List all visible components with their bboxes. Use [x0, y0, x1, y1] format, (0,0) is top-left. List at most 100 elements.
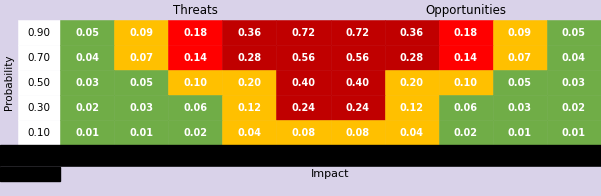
Text: 0.01: 0.01 — [75, 128, 99, 138]
Text: 0.40: 0.40 — [346, 77, 370, 87]
Text: 0.36: 0.36 — [237, 27, 261, 37]
Text: 0.02: 0.02 — [454, 128, 478, 138]
Text: 0.18: 0.18 — [454, 27, 478, 37]
Bar — [0, 167, 601, 181]
Bar — [331, 20, 385, 45]
Text: 0.28: 0.28 — [237, 53, 261, 63]
Text: 0.04: 0.04 — [562, 53, 586, 63]
Text: 0.05: 0.05 — [129, 77, 153, 87]
Bar — [222, 95, 276, 120]
Text: 0.09: 0.09 — [508, 27, 532, 37]
Bar — [331, 45, 385, 70]
Bar — [276, 120, 331, 145]
Bar — [385, 20, 439, 45]
Text: 0.01: 0.01 — [508, 128, 532, 138]
Text: 0.03: 0.03 — [508, 103, 532, 113]
Text: 0.30: 0.30 — [28, 103, 50, 113]
Text: 0.07: 0.07 — [129, 53, 153, 63]
Text: 0.06: 0.06 — [454, 103, 478, 113]
Text: 0.02: 0.02 — [562, 103, 586, 113]
Text: 0.09: 0.09 — [129, 27, 153, 37]
Text: 0.70: 0.70 — [28, 53, 50, 63]
Bar — [168, 120, 222, 145]
Text: 0.72: 0.72 — [346, 27, 370, 37]
Bar — [493, 120, 547, 145]
Bar — [60, 0, 601, 20]
Text: 0.02: 0.02 — [75, 103, 99, 113]
Bar — [168, 45, 222, 70]
Text: 0.12: 0.12 — [400, 103, 424, 113]
Bar — [276, 45, 331, 70]
Bar — [493, 45, 547, 70]
Bar — [114, 20, 168, 45]
Bar — [493, 20, 547, 45]
Bar — [331, 120, 385, 145]
Bar — [168, 20, 222, 45]
Text: 0.05: 0.05 — [508, 77, 532, 87]
Bar — [547, 20, 601, 45]
Bar — [547, 95, 601, 120]
Bar — [385, 95, 439, 120]
Bar — [18, 95, 60, 120]
Bar — [385, 120, 439, 145]
Text: 0.18: 0.18 — [183, 27, 207, 37]
Text: 0.56: 0.56 — [346, 53, 370, 63]
Bar — [18, 20, 60, 45]
Text: 0.20: 0.20 — [237, 77, 261, 87]
Text: 0.24: 0.24 — [291, 103, 316, 113]
Bar — [385, 45, 439, 70]
Bar — [222, 70, 276, 95]
Text: 0.10: 0.10 — [183, 77, 207, 87]
Text: 0.14: 0.14 — [454, 53, 478, 63]
Bar — [60, 70, 114, 95]
Text: 0.01: 0.01 — [562, 128, 586, 138]
Bar — [60, 45, 114, 70]
Bar — [493, 70, 547, 95]
Text: 0.50: 0.50 — [28, 77, 50, 87]
Text: 0.03: 0.03 — [562, 77, 586, 87]
Bar — [276, 20, 331, 45]
Text: 0.36: 0.36 — [400, 27, 424, 37]
Text: 0.05: 0.05 — [562, 27, 586, 37]
Bar — [439, 70, 493, 95]
Bar — [18, 70, 60, 95]
Bar — [114, 45, 168, 70]
Text: 0.90: 0.90 — [28, 27, 50, 37]
Bar — [0, 20, 18, 145]
Bar — [547, 120, 601, 145]
Bar — [60, 120, 114, 145]
Bar — [60, 95, 114, 120]
Text: 0.02: 0.02 — [183, 128, 207, 138]
Text: 0.04: 0.04 — [400, 128, 424, 138]
Bar — [168, 95, 222, 120]
Text: 0.03: 0.03 — [129, 103, 153, 113]
Bar — [331, 95, 385, 120]
Text: 0.24: 0.24 — [346, 103, 370, 113]
Bar — [439, 120, 493, 145]
Text: 0.06: 0.06 — [183, 103, 207, 113]
Bar — [0, 145, 601, 167]
Text: Opportunities: Opportunities — [426, 4, 506, 16]
Bar — [385, 70, 439, 95]
Text: 0.10: 0.10 — [454, 77, 478, 87]
Text: 0.01: 0.01 — [129, 128, 153, 138]
Bar — [18, 120, 60, 145]
Text: 0.14: 0.14 — [183, 53, 207, 63]
Text: 0.20: 0.20 — [400, 77, 424, 87]
Bar — [18, 45, 60, 70]
Bar — [114, 95, 168, 120]
Text: 0.12: 0.12 — [237, 103, 261, 113]
Bar — [0, 167, 60, 181]
Bar — [222, 120, 276, 145]
Text: 0.56: 0.56 — [291, 53, 316, 63]
Text: 0.10: 0.10 — [28, 128, 50, 138]
Bar — [547, 45, 601, 70]
Bar — [331, 70, 385, 95]
Bar — [114, 120, 168, 145]
Text: 0.03: 0.03 — [75, 77, 99, 87]
Text: 0.28: 0.28 — [400, 53, 424, 63]
Text: Threats: Threats — [173, 4, 218, 16]
Text: 0.07: 0.07 — [508, 53, 532, 63]
Text: Impact: Impact — [311, 169, 350, 179]
Bar — [276, 70, 331, 95]
